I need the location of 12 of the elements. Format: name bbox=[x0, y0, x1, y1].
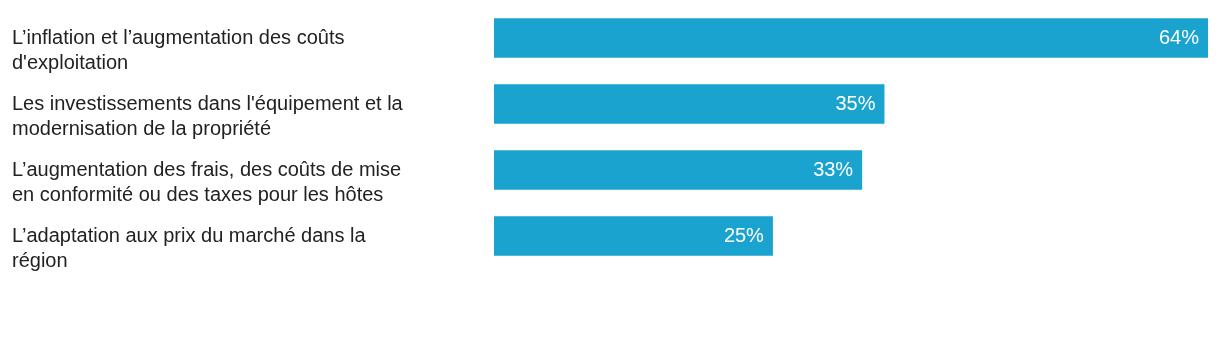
bar bbox=[494, 18, 1208, 58]
data-label: 35% bbox=[835, 92, 876, 114]
y-tick-label: L’augmentation des frais, des coûts de mise en conformité ou des taxes pour les hôtes bbox=[12, 158, 402, 205]
data-label: 25% bbox=[723, 224, 765, 246]
bar bbox=[494, 84, 885, 124]
y-tick-label: Les investissements dans l'équipement et la modernisation de la propriété bbox=[12, 92, 404, 139]
y-tick-label: L’inflation et l’augmentation des coûts d'exploitation bbox=[12, 26, 345, 73]
data-label: 33% bbox=[813, 158, 854, 180]
y-tick-label: L’adaptation aux prix du marché dans la région bbox=[12, 224, 367, 271]
data-label: 64% bbox=[1158, 26, 1200, 48]
bar bbox=[494, 150, 863, 190]
bar bbox=[494, 216, 773, 256]
